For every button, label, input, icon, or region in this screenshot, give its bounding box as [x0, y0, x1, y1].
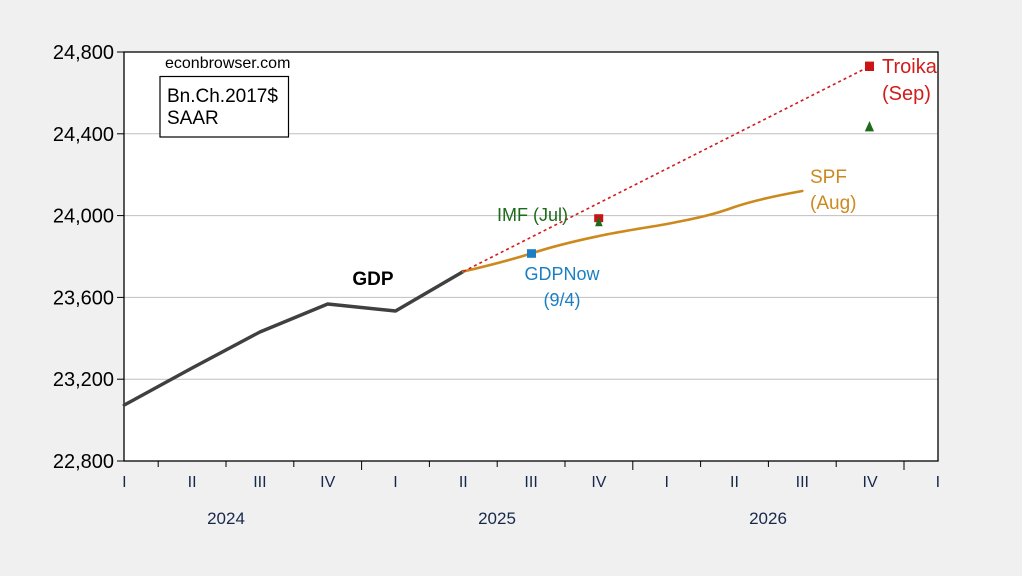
svg-text:III: III	[796, 474, 809, 491]
svg-text:II: II	[730, 474, 739, 491]
svg-text:I: I	[936, 474, 940, 491]
svg-text:IV: IV	[591, 474, 606, 491]
svg-text:II: II	[188, 474, 197, 491]
svg-text:2025: 2025	[478, 509, 516, 528]
svg-text:IV: IV	[320, 474, 335, 491]
svg-text:Troika: Troika	[882, 56, 938, 78]
svg-text:(9/4): (9/4)	[543, 290, 580, 310]
svg-text:22,800: 22,800	[53, 451, 114, 473]
svg-text:econbrowser.com: econbrowser.com	[165, 55, 290, 72]
svg-text:III: III	[253, 474, 266, 491]
svg-text:23,200: 23,200	[53, 369, 114, 391]
svg-text:(Sep): (Sep)	[882, 83, 931, 105]
svg-text:II: II	[459, 474, 468, 491]
svg-text:24,800: 24,800	[53, 42, 114, 64]
svg-text:(Aug): (Aug)	[810, 193, 856, 214]
svg-text:24,000: 24,000	[53, 206, 114, 228]
svg-text:SPF: SPF	[810, 167, 847, 188]
svg-text:24,400: 24,400	[53, 124, 114, 146]
svg-text:2024: 2024	[207, 509, 245, 528]
svg-text:2026: 2026	[749, 509, 787, 528]
svg-text:IMF (Jul): IMF (Jul)	[497, 205, 568, 225]
svg-text:GDPNow: GDPNow	[524, 264, 600, 284]
svg-text:IV: IV	[863, 474, 878, 491]
svg-text:I: I	[393, 474, 397, 491]
svg-text:Bn.Ch.2017$: Bn.Ch.2017$	[167, 86, 278, 107]
svg-text:III: III	[524, 474, 537, 491]
svg-text:SAAR: SAAR	[167, 108, 219, 129]
svg-text:I: I	[664, 474, 668, 491]
svg-text:I: I	[122, 474, 126, 491]
svg-text:GDP: GDP	[352, 269, 394, 290]
svg-text:23,600: 23,600	[53, 287, 114, 309]
